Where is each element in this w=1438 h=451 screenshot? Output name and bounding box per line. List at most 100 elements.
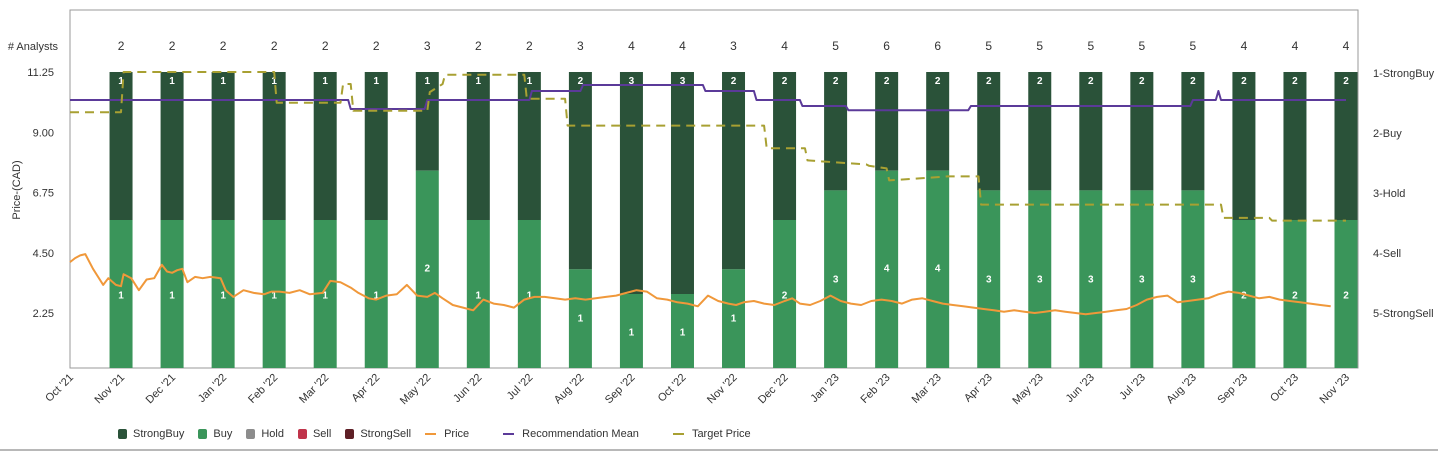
bar-buy[interactable] [773,220,797,368]
bar-strongbuy[interactable] [313,72,337,220]
bar-buy[interactable] [211,220,235,368]
bar-strongbuy[interactable] [1130,72,1154,191]
bar-value-label: 1 [169,291,175,302]
bar-buy[interactable] [670,294,694,368]
bar-value-label: 3 [1037,274,1043,285]
bar-strongbuy[interactable] [415,72,439,171]
bar-strongbuy[interactable] [773,72,797,220]
bar-value-label: 2 [986,76,992,87]
recommendation-mean-line[interactable] [70,84,1346,112]
legend-hold[interactable]: Hold [246,428,284,440]
y-axis-label: Price-(CAD) [11,160,23,219]
analyst-count: 6 [934,39,941,53]
y-tick-label: 2.25 [33,308,54,320]
bar-value-label: 1 [322,291,328,302]
bar-strongbuy[interactable] [568,72,592,270]
plot-frame [69,9,1359,369]
bar-value-label: 2 [782,76,788,87]
bar-buy[interactable] [1028,190,1052,368]
analyst-count: 5 [1190,39,1197,53]
analyst-count: 3 [577,39,584,53]
x-tick-label: Oct '21 [43,372,76,405]
bar-value-label: 1 [271,76,277,87]
target-price-line[interactable] [70,71,1346,222]
bar-value-label: 1 [373,76,379,87]
bar-buy[interactable] [824,190,848,368]
bar-buy[interactable] [1181,190,1205,368]
legend-strongbuy[interactable]: StrongBuy [118,428,184,440]
x-tick-label: Apr '22 [349,372,382,405]
bar-value-label: 1 [220,76,226,87]
bar-strongbuy[interactable] [1181,72,1205,191]
bar-strongbuy[interactable] [211,72,235,220]
bar-strongbuy[interactable] [1232,72,1256,220]
x-tick-label: Jul '23 [1117,372,1148,403]
x-tick-label: Jan '23 [808,372,841,405]
bar-strongbuy[interactable] [1028,72,1052,191]
y-tick-label: 4.50 [33,248,54,260]
legend-label: StrongSell [360,428,412,440]
legend-strongsell[interactable]: StrongSell [345,428,411,440]
bar-buy[interactable] [875,170,899,368]
bar-buy[interactable] [517,220,541,368]
bar-buy[interactable] [262,220,286,368]
bar-strongbuy[interactable] [1283,72,1307,220]
bar-buy[interactable] [364,220,388,368]
bar-value-label: 2 [782,291,788,302]
bar-strongbuy[interactable] [619,72,643,294]
analyst-count: 5 [1036,39,1043,53]
legend: StrongBuy Buy Hold Sell StrongSell Price… [118,428,765,440]
bar-value-label: 2 [1343,76,1349,87]
legend-target-price[interactable]: Target Price [672,428,751,440]
bar-strongbuy[interactable] [364,72,388,220]
legend-recommendation-mean[interactable]: Recommendation Mean [503,428,639,440]
bar-strongbuy[interactable] [1334,72,1358,220]
bar-value-label: 1 [424,76,430,87]
bar-strongbuy[interactable] [517,72,541,220]
bar-strongbuy[interactable] [466,72,490,220]
analyst-count: 5 [1138,39,1145,53]
legend-price[interactable]: Price [425,428,469,440]
bar-strongbuy[interactable] [160,72,184,220]
bar-strongbuy[interactable] [722,72,746,270]
bar-value-label: 1 [220,291,226,302]
bar-buy[interactable] [619,294,643,368]
x-tick-label: Jun '22 [451,372,484,405]
bar-strongbuy[interactable] [926,72,950,171]
bar-value-label: 1 [373,291,379,302]
bar-strongbuy[interactable] [1079,72,1103,191]
bar-buy[interactable] [926,170,950,368]
bar-buy[interactable] [568,269,592,368]
bar-value-label: 2 [1088,76,1094,87]
bar-value-label: 2 [1139,76,1145,87]
bar-buy[interactable] [466,220,490,368]
legend-sell[interactable]: Sell [297,428,331,440]
bar-value-label: 1 [118,291,124,302]
bar-strongbuy[interactable] [824,72,848,191]
plot-border [69,9,1359,369]
price-line[interactable] [69,253,1331,316]
analyst-count: 2 [322,39,329,53]
bar-value-label: 1 [476,291,482,302]
bar-buy[interactable] [160,220,184,368]
bar-buy[interactable] [313,220,337,368]
bar-buy[interactable] [1283,220,1307,368]
bar-value-label: 2 [731,76,737,87]
x-tick-label: Aug '22 [552,372,587,407]
bar-buy[interactable] [722,269,746,368]
bar-strongbuy[interactable] [977,72,1001,191]
bar-strongbuy[interactable] [670,72,694,294]
x-tick-label: Dec '21 [144,372,179,407]
bar-buy[interactable] [1334,220,1358,368]
bar-strongbuy[interactable] [875,72,899,171]
bar-buy[interactable] [1079,190,1103,368]
legend-buy[interactable]: Buy [198,428,232,440]
bar-value-label: 1 [527,291,533,302]
bar-buy[interactable] [109,220,133,368]
bar-buy[interactable] [415,170,439,368]
bar-buy[interactable] [977,190,1001,368]
bar-buy[interactable] [1130,190,1154,368]
bar-strongbuy[interactable] [262,72,286,220]
bar-strongbuy[interactable] [109,72,133,220]
bar-value-label: 1 [169,76,175,87]
